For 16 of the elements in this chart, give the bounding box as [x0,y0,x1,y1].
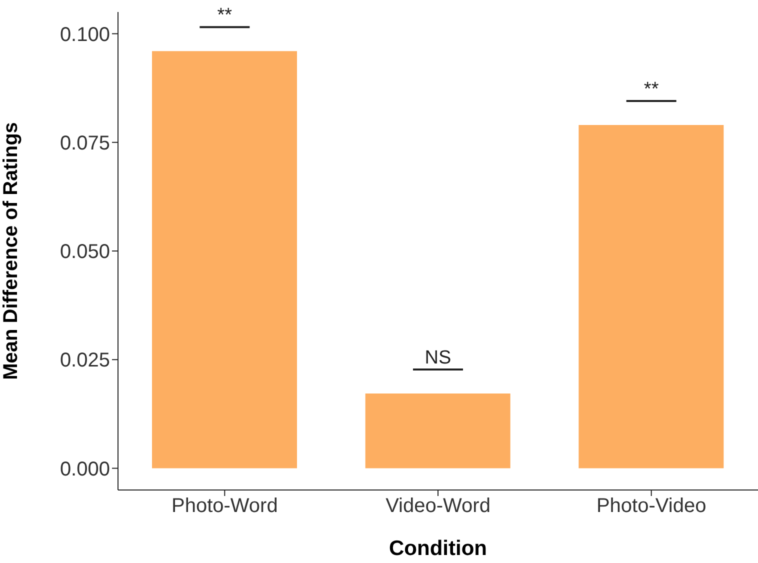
y-tick-label: 0.050 [60,241,110,264]
y-tick-label: 0.100 [60,24,110,46]
annotation: ** [644,78,660,100]
x-tick-label: Photo-Word [171,495,278,518]
x-tick-label: Video-Word [386,495,490,518]
y-tick-label: 0.075 [60,132,110,154]
annotation: ** [217,5,233,26]
y-axis-title: Mean Difference of Ratings [0,122,22,380]
bar [152,51,297,468]
bar [365,394,510,468]
annotation: NS [424,348,452,369]
y-tick-label: 0.025 [60,350,110,372]
x-axis-title: Condition [389,537,487,560]
y-tick-label: 0.000 [60,458,110,480]
bar [578,124,724,468]
x-tick-label: Photo-Video [596,495,706,518]
